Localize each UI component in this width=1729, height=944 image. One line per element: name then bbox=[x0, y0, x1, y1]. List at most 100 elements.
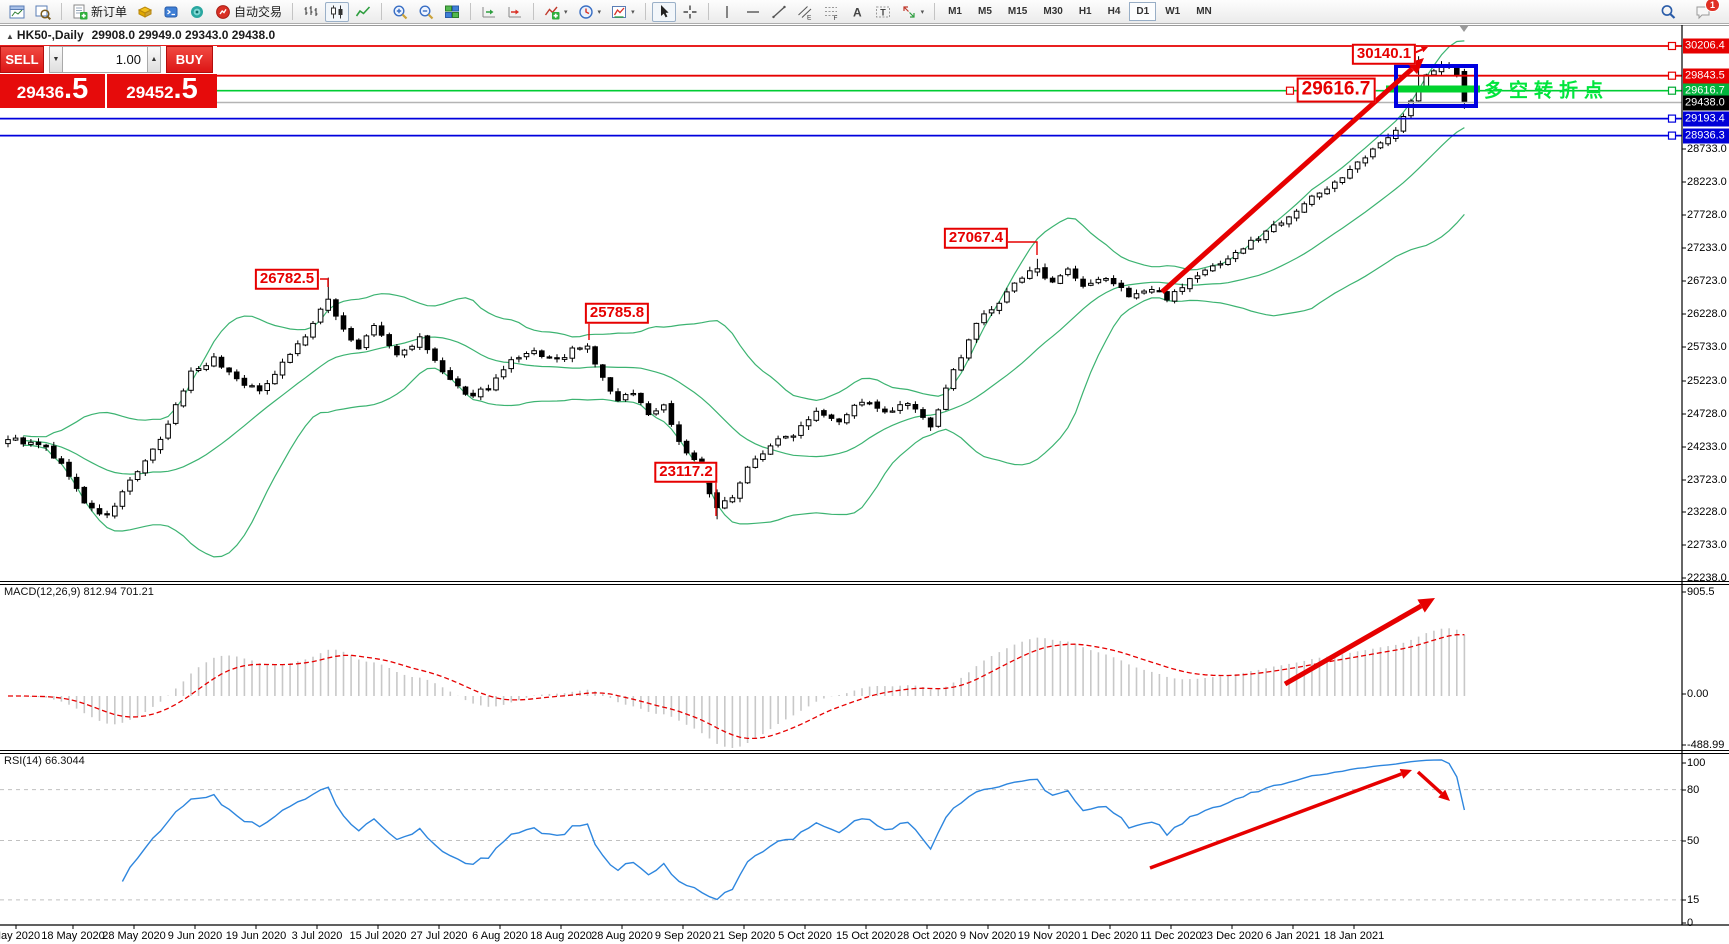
toolbar-terminal-window-button[interactable] bbox=[159, 2, 183, 22]
zoom-in-icon bbox=[393, 4, 408, 19]
market-signal-icon bbox=[191, 5, 204, 18]
toolbar-horizontal-line-button[interactable] bbox=[741, 2, 765, 22]
toolbar-text-label-button[interactable]: T bbox=[871, 2, 895, 22]
toolbar-tile-windows-button[interactable] bbox=[440, 2, 464, 22]
sell-price[interactable]: 29436.5 bbox=[0, 74, 105, 108]
timeframe-H4-button[interactable]: H4 bbox=[1101, 2, 1128, 21]
timeframe-D1-button[interactable]: D1 bbox=[1129, 2, 1157, 21]
price-annotation-label[interactable]: 30140.1 bbox=[1351, 43, 1417, 65]
timeframe-M30-button[interactable]: M30 bbox=[1036, 2, 1069, 21]
chart-shift-marker[interactable] bbox=[1459, 25, 1469, 32]
trend-arrow[interactable] bbox=[1149, 769, 1412, 870]
date-axis-label: 11 Dec 2020 bbox=[1140, 930, 1202, 942]
toolbar-auto-trading-button[interactable]: 自动交易 bbox=[211, 2, 286, 22]
toolbar-separator bbox=[381, 3, 383, 20]
symbol-period-label: HK50-,Daily bbox=[16, 28, 84, 42]
toolbar-text-button[interactable]: A bbox=[845, 2, 869, 22]
toolbar-arrows-button[interactable]: ▾ bbox=[897, 2, 929, 22]
candles bbox=[5, 56, 1468, 520]
price-axis-label: 24728.0 bbox=[1687, 408, 1727, 420]
toolbar-zoom-out-button[interactable] bbox=[414, 2, 438, 22]
text-icon: A bbox=[853, 5, 862, 19]
buy-price[interactable]: 29452.5 bbox=[107, 74, 217, 108]
volume-decrease-button[interactable]: ▼ bbox=[49, 46, 63, 73]
toolbar-bar-chart-button[interactable] bbox=[299, 2, 323, 22]
date-axis-label: 9 Sep 2020 bbox=[654, 930, 712, 942]
toolbar-auto-scroll-button[interactable] bbox=[477, 2, 501, 22]
toolbar-candle-chart-button[interactable] bbox=[325, 1, 350, 22]
toolbar-templates-button[interactable]: ▾ bbox=[607, 2, 639, 22]
toolbar-trend-line-button[interactable] bbox=[767, 2, 791, 22]
macd-pane bbox=[8, 628, 1466, 748]
price-annotation-label[interactable]: 25785.8 bbox=[584, 302, 650, 324]
rsi-axis-label: 0 bbox=[1687, 917, 1694, 929]
trend-line-icon bbox=[771, 5, 786, 18]
equidistant-channel-icon: E bbox=[797, 5, 812, 20]
toolbar-separator bbox=[707, 3, 709, 20]
toolbar-chart-window-button[interactable] bbox=[5, 2, 29, 22]
toolbar-indicators-button[interactable]: ▾ bbox=[540, 2, 572, 22]
price-axis-tag: 29193.4 bbox=[1683, 111, 1729, 127]
bollinger-bands bbox=[23, 40, 1465, 558]
price-annotation-label[interactable]: 29616.7 bbox=[1296, 77, 1376, 103]
toolbar-periods-button[interactable]: ▾ bbox=[574, 2, 606, 22]
sell-button[interactable]: SELL bbox=[0, 46, 44, 73]
timeframe-MN-button[interactable]: MN bbox=[1189, 2, 1219, 21]
toolbar-vertical-line-button[interactable] bbox=[715, 2, 739, 22]
toolbar-zoom-in-button[interactable] bbox=[388, 2, 412, 22]
line-anchor-handle[interactable] bbox=[1667, 131, 1677, 140]
templates-icon bbox=[612, 5, 627, 18]
toolbar-history-center-button[interactable] bbox=[133, 2, 157, 22]
search-icon bbox=[1661, 4, 1676, 19]
sell-price-dec: .5 bbox=[64, 73, 89, 105]
price-annotation-label[interactable]: 26782.5 bbox=[254, 268, 320, 290]
trend-arrow[interactable] bbox=[1416, 770, 1450, 801]
volume-input[interactable] bbox=[63, 46, 147, 73]
price-annotation-label[interactable]: 27067.4 bbox=[943, 227, 1009, 249]
toolbar-equidistant-channel-button[interactable]: E bbox=[793, 2, 817, 22]
toolbar-chart-profile-button[interactable] bbox=[31, 2, 55, 22]
line-anchor-handle[interactable] bbox=[1667, 41, 1677, 51]
volume-increase-button[interactable]: ▲ bbox=[147, 46, 161, 73]
macd-signal-line bbox=[8, 634, 1465, 740]
toolbar-separator bbox=[61, 3, 62, 20]
macd-indicator-label: MACD(12,26,9) 812.94 701.21 bbox=[4, 586, 154, 598]
date-axis-label: 6 Jan 2021 bbox=[1265, 930, 1321, 942]
timeframe-W1-button[interactable]: W1 bbox=[1158, 2, 1187, 21]
toolbar-cursor-button[interactable] bbox=[651, 1, 676, 22]
notifications-button[interactable]: 1 bbox=[1695, 0, 1720, 20]
toolbar-new-order-button[interactable]: 新订单 bbox=[68, 2, 131, 22]
notification-badge: 1 bbox=[1704, 0, 1720, 12]
date-axis-label: 3 Jul 2020 bbox=[291, 930, 343, 942]
timeframe-M5-button[interactable]: M5 bbox=[971, 2, 999, 21]
arrows-icon bbox=[902, 5, 915, 18]
search-button[interactable] bbox=[1656, 2, 1680, 22]
timeframe-M1-button[interactable]: M1 bbox=[941, 2, 969, 21]
timeframe-H1-button[interactable]: H1 bbox=[1072, 2, 1099, 21]
line-anchor-handle[interactable] bbox=[1667, 71, 1677, 80]
line-anchor-handle[interactable] bbox=[1667, 86, 1677, 95]
label-connector bbox=[320, 278, 329, 287]
timeframe-M15-button[interactable]: M15 bbox=[1001, 2, 1034, 21]
rsi-axis-label: 100 bbox=[1687, 757, 1706, 769]
chart-shift-icon bbox=[508, 6, 522, 17]
trend-arrow[interactable] bbox=[1283, 598, 1435, 687]
toolbar-market-signal-button[interactable] bbox=[185, 2, 209, 22]
buy-button[interactable]: BUY bbox=[166, 46, 213, 73]
svg-text:T: T bbox=[880, 7, 886, 17]
toolbar-fibonacci-button[interactable]: F bbox=[819, 2, 843, 22]
auto-scroll-icon bbox=[482, 6, 496, 17]
line-anchor-handle[interactable] bbox=[1285, 86, 1295, 95]
price-axis-label: 28223.0 bbox=[1687, 176, 1727, 188]
line-anchor-handle[interactable] bbox=[1667, 114, 1677, 123]
date-axis-label: 23 Dec 2020 bbox=[1200, 930, 1264, 942]
price-annotation-label[interactable]: 23117.2 bbox=[654, 461, 718, 483]
candle-chart-icon bbox=[331, 5, 343, 18]
price-axis-label: 23228.0 bbox=[1687, 506, 1727, 518]
bar-chart-icon bbox=[304, 5, 318, 16]
svg-text:A: A bbox=[853, 5, 862, 19]
toolbar-crosshair-button[interactable] bbox=[678, 2, 702, 22]
toolbar-line-chart-button[interactable] bbox=[351, 2, 375, 22]
toolbar-chart-shift-button[interactable] bbox=[503, 2, 527, 22]
